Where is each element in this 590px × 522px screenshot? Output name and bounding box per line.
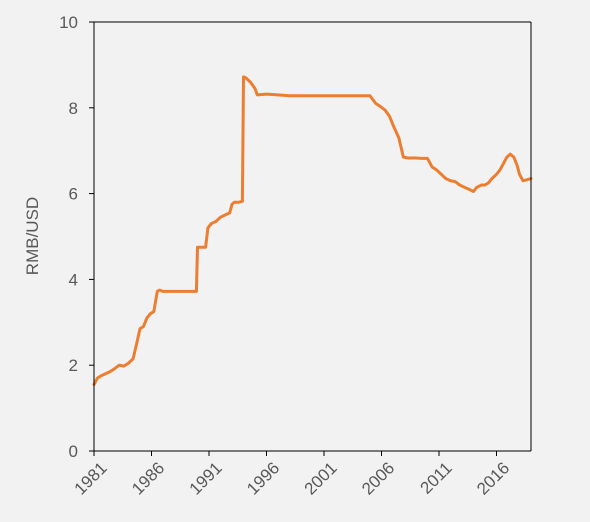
plot-area	[94, 22, 531, 451]
y-axis-label: RMB/USD	[23, 197, 42, 275]
x-tick-label: 2001	[301, 458, 341, 498]
y-axis: 0 2 4 6 8 10	[59, 13, 94, 461]
y-tick-label: 2	[69, 356, 78, 375]
x-axis: 1981 1986 1991 1996 2001 2006 2011 2016	[71, 451, 513, 499]
y-tick-label: 8	[69, 99, 78, 118]
y-tick-label: 10	[59, 13, 78, 32]
x-tick-label: 1991	[186, 458, 226, 498]
x-tick-label: 2016	[473, 458, 513, 498]
x-tick-label: 2011	[417, 458, 456, 497]
x-tick-label: 2006	[358, 458, 398, 498]
y-tick-label: 6	[69, 185, 78, 204]
x-tick-label: 1981	[71, 458, 111, 498]
series-line-0	[92, 75, 533, 386]
y-tick-label: 0	[69, 442, 78, 461]
series-layer	[92, 75, 533, 386]
x-tick-label: 1986	[128, 458, 168, 498]
x-tick-label: 1996	[243, 458, 283, 498]
y-tick-label: 4	[69, 270, 78, 289]
